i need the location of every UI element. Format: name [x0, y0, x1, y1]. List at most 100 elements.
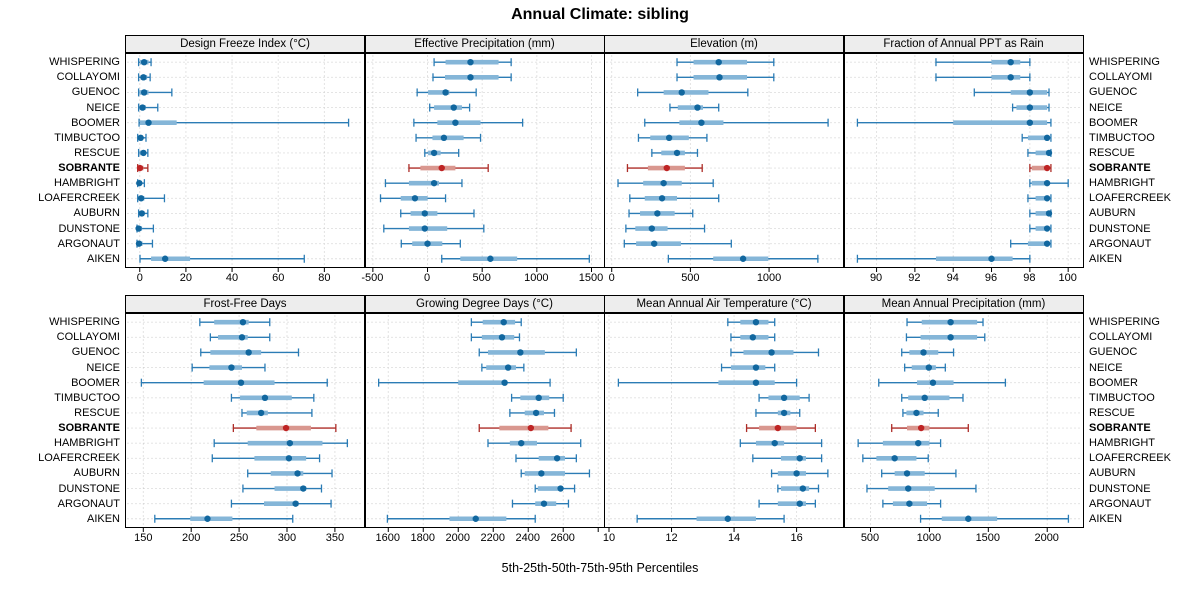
- median-dot: [140, 74, 147, 81]
- interval-hambright: [617, 179, 714, 188]
- site-label-right-guenoc: GUENOC: [1089, 346, 1138, 359]
- site-label-right-dunstone: DUNSTONE: [1089, 222, 1151, 235]
- median-dot: [138, 210, 146, 217]
- median-dot: [678, 89, 685, 96]
- median-dot: [140, 59, 148, 66]
- interval-collayomi: [934, 73, 1031, 82]
- median-dot: [140, 89, 148, 96]
- tick-label: 1000: [916, 532, 942, 544]
- axis-caption: 5th-25th-50th-75th-95th Percentiles: [501, 561, 699, 575]
- median-dot: [650, 240, 658, 247]
- tick-label: 100: [1058, 272, 1077, 284]
- interval-collayomi: [905, 333, 985, 342]
- tick-label: 92: [908, 272, 921, 284]
- interval-dunstone: [135, 224, 155, 233]
- panel-border: [364, 313, 605, 528]
- interval-timbuctoo: [414, 133, 481, 142]
- site-label-left-collayomi: COLLAYOMI: [56, 331, 120, 344]
- interval-auburn: [628, 209, 694, 218]
- tick-label: 14: [727, 532, 741, 544]
- median-dot: [300, 485, 307, 492]
- median-dot: [774, 424, 782, 432]
- site-label-left-loafercreek: LOAFERCREEK: [38, 192, 120, 205]
- median-dot: [466, 59, 474, 66]
- median-dot: [929, 379, 936, 386]
- interval-dunstone: [865, 484, 977, 493]
- site-label-right-collayomi: COLLAYOMI: [1089, 71, 1153, 84]
- panel-strip-mean-annual-precipitation-mm: Mean Annual Precipitation (mm): [843, 295, 1084, 313]
- interval-loafercreek: [629, 194, 720, 203]
- median-dot: [768, 349, 775, 356]
- interval-collayomi: [209, 333, 271, 342]
- site-label-left-whispering: WHISPERING: [49, 56, 120, 69]
- site-label-left-auburn: AUBURN: [73, 467, 120, 480]
- site-label-left-hambright: HAMBRIGHT: [54, 177, 120, 190]
- tick-label: 150: [134, 532, 153, 544]
- interval-aiken: [636, 514, 785, 523]
- median-dot: [1006, 59, 1014, 66]
- median-dot: [654, 210, 661, 217]
- interval-loafercreek: [211, 454, 321, 463]
- site-label-left-dunstone: DUNSTONE: [58, 222, 120, 235]
- interval-guenoc: [415, 88, 477, 97]
- site-label-left-dunstone: DUNSTONE: [58, 482, 120, 495]
- interval-auburn: [399, 209, 475, 218]
- median-dot: [799, 485, 807, 492]
- interval-dunstone: [382, 224, 484, 233]
- panel-border: [843, 313, 1084, 528]
- site-label-left-sobrante: SOBRANTE: [58, 162, 120, 175]
- median-dot: [964, 515, 971, 522]
- interval-guenoc: [637, 88, 749, 97]
- interval-auburn: [770, 469, 829, 478]
- tick-label: 250: [229, 532, 249, 544]
- interval-auburn: [880, 469, 957, 478]
- site-label-right-aiken: AIKEN: [1089, 512, 1123, 525]
- site-label-left-neice: NEICE: [86, 101, 120, 114]
- median-dot: [658, 195, 666, 202]
- median-dot: [904, 485, 911, 492]
- median-dot: [421, 225, 428, 232]
- site-label-right-auburn: AUBURN: [1089, 467, 1136, 480]
- median-dot: [1045, 149, 1052, 157]
- median-dot: [665, 134, 673, 141]
- median-dot: [516, 349, 524, 356]
- site-label-right-sobrante: SOBRANTE: [1089, 422, 1151, 435]
- interval-sobrante: [407, 164, 489, 173]
- interval-boomer: [377, 378, 551, 387]
- panel-strip-growing-degree-days-c: Growing Degree Days (°C): [364, 295, 605, 313]
- median-dot: [441, 89, 449, 96]
- tick-label: 1800: [410, 532, 435, 544]
- median-dot: [716, 74, 723, 81]
- median-dot: [239, 319, 247, 326]
- interval-argonaut: [1009, 239, 1052, 248]
- panel-strip-elevation-m: Elevation (m): [604, 35, 844, 53]
- interval-timbuctoo: [637, 133, 708, 142]
- median-dot: [739, 255, 747, 262]
- site-label-left-argonaut: ARGONAUT: [57, 237, 120, 250]
- interval-sobrante: [745, 424, 817, 433]
- median-dot: [500, 319, 507, 326]
- interval-hambright: [856, 439, 941, 448]
- interval-guenoc: [137, 88, 173, 97]
- chart-title: Annual Climate: sibling: [511, 6, 689, 23]
- interval-dunstone: [242, 484, 323, 493]
- interval-dunstone: [777, 484, 820, 493]
- interval-hambright: [486, 439, 581, 448]
- site-label-left-rescue: RESCUE: [74, 406, 120, 419]
- median-dot: [749, 334, 757, 341]
- median-dot: [914, 439, 921, 447]
- panel-strip-frost-free-days: Frost-Free Days: [125, 295, 365, 313]
- interval-neice: [669, 103, 720, 112]
- interval-collayomi: [431, 73, 512, 82]
- median-dot: [440, 134, 447, 141]
- interval-neice: [720, 363, 776, 372]
- site-label-right-rescue: RESCUE: [1089, 406, 1135, 419]
- interval-dunstone: [534, 484, 575, 493]
- panel-plot-effective-precipitation-mm: [364, 53, 605, 272]
- site-label-right-whispering: WHISPERING: [1089, 316, 1160, 329]
- site-label-right-timbuctoo: TIMBUCTOO: [1089, 391, 1155, 404]
- tick-label: -500: [361, 272, 384, 284]
- panel-plot-frost-free-days: [125, 313, 365, 532]
- tick-label: 60: [272, 272, 285, 284]
- median-dot: [946, 319, 954, 326]
